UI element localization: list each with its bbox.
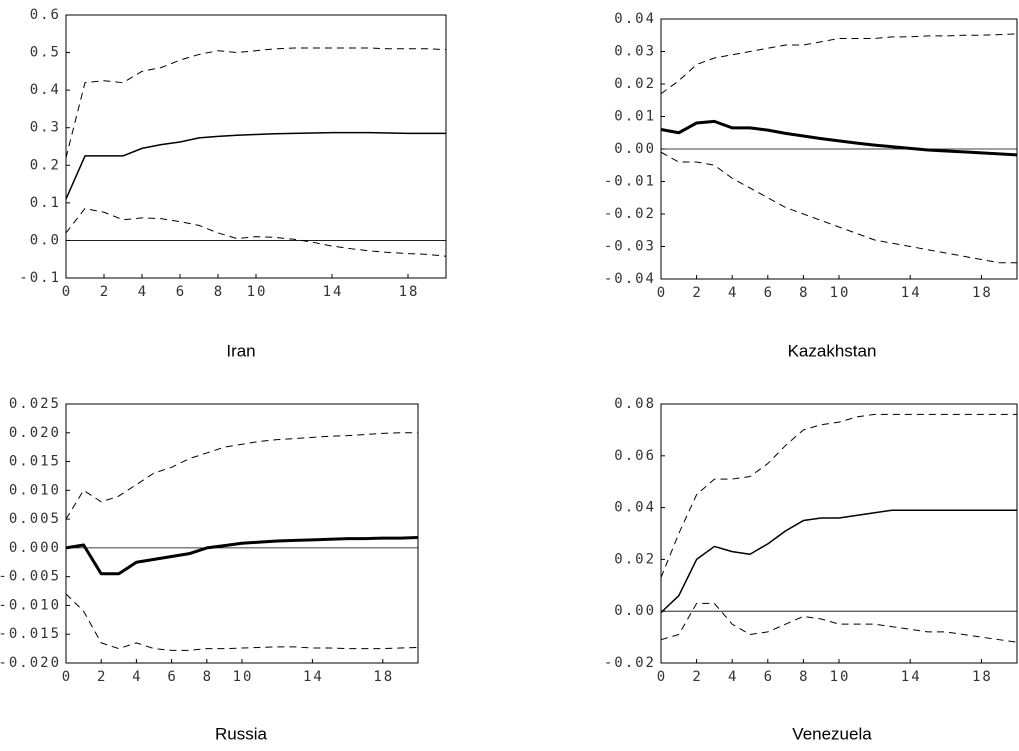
- y-tick-label: 0.6: [30, 7, 61, 23]
- x-tick-label: 8: [799, 669, 809, 685]
- x-tick-label: 10: [247, 284, 268, 300]
- panel-title: Iran: [226, 341, 255, 360]
- y-tick-label: 0.5: [30, 45, 61, 61]
- x-tick-label: 4: [728, 285, 738, 301]
- y-tick-label: -0.02: [604, 655, 656, 671]
- x-tick-label: 0: [657, 285, 667, 301]
- y-tick-label: 0.0: [30, 232, 61, 248]
- panel: 0.025 0.020 0.015 0.010 0.005 0.000 -0.005 -0.0…: [0, 396, 419, 743]
- x-tick-label: 6: [167, 669, 177, 685]
- y-tick-label: -0.005: [0, 569, 61, 585]
- y-tick-label: 0.02: [614, 551, 656, 567]
- x-tick-label: 6: [764, 669, 774, 685]
- x-tick-label: 10: [233, 669, 254, 685]
- x-tick-label: 14: [303, 669, 324, 685]
- plot-frame: [660, 403, 1018, 664]
- y-tick-label: 0.020: [9, 425, 61, 441]
- y-tick-label: -0.010: [0, 597, 61, 613]
- x-tick-label: 2: [97, 669, 107, 685]
- y-tick-label: 0.4: [30, 82, 61, 98]
- panel: 0.6 0.5 0.4 0.3 0.2 0.1 0.0 -0.10 2 4 6 8 10 14 18 Iran: [19, 7, 447, 360]
- panel-title: Kazakhstan: [788, 341, 877, 360]
- y-tick-label: -0.02: [604, 206, 656, 222]
- y-tick-label: 0.04: [614, 500, 656, 516]
- x-tick-label: 18: [972, 669, 993, 685]
- y-tick-label: 0.01: [614, 109, 656, 125]
- x-tick-label: 8: [214, 284, 224, 300]
- x-tick-label: 14: [901, 669, 922, 685]
- band-line: [65, 207, 447, 257]
- x-tick-label: 2: [692, 285, 702, 301]
- y-tick-label: 0.005: [9, 511, 61, 527]
- x-tick-label: 0: [62, 284, 72, 300]
- panel-title: Venezuela: [792, 724, 872, 743]
- y-tick-label: 0.3: [30, 120, 61, 136]
- band-line: [660, 602, 1018, 643]
- x-tick-label: 18: [399, 284, 420, 300]
- x-tick-label: 14: [901, 285, 922, 301]
- panel-title: Russia: [215, 724, 268, 743]
- y-tick-label: 0.03: [614, 44, 656, 60]
- y-tick-label: 0.025: [9, 396, 61, 412]
- band-line: [660, 33, 1018, 95]
- x-tick-label: 6: [176, 284, 186, 300]
- y-tick-label: 0.08: [614, 396, 656, 412]
- y-tick-label: 0.1: [30, 195, 61, 211]
- y-tick-label: -0.04: [604, 271, 656, 287]
- band-line: [65, 47, 447, 158]
- y-tick-label: 0.00: [614, 603, 656, 619]
- y-tick-label: 0.010: [9, 482, 61, 498]
- x-tick-label: 2: [692, 669, 702, 685]
- x-tick-label: 18: [972, 285, 993, 301]
- x-tick-label: 4: [728, 669, 738, 685]
- x-tick-label: 4: [132, 669, 142, 685]
- x-tick-label: 18: [373, 669, 394, 685]
- x-tick-label: 14: [323, 284, 344, 300]
- band-line: [65, 593, 419, 651]
- x-tick-label: 2: [100, 284, 110, 300]
- y-tick-label: 0.2: [30, 157, 61, 173]
- x-tick-label: 8: [203, 669, 213, 685]
- y-tick-label: 0.015: [9, 454, 61, 470]
- y-tick-label: 0.00: [614, 141, 656, 157]
- y-tick-label: -0.03: [604, 239, 656, 255]
- y-tick-label: 0.000: [9, 540, 61, 556]
- response-line: [65, 131, 446, 200]
- y-tick-label: -0.020: [0, 655, 61, 671]
- response-line: [65, 536, 419, 576]
- x-tick-label: 10: [830, 285, 851, 301]
- panel: 0.08 0.06 0.04 0.02 0.00 -0.020 2 4 6 8 10 14 18 Vene…: [604, 396, 1018, 743]
- response-line: [660, 119, 1018, 157]
- band-line: [65, 432, 418, 520]
- band-line: [660, 413, 1017, 578]
- panel: 0.04 0.03 0.02 0.01 0.00 -0.01 -0.02 -0.03 -0.04…: [604, 11, 1018, 360]
- plot-frame: [65, 14, 447, 279]
- band-line: [660, 151, 1017, 264]
- y-tick-label: -0.1: [19, 270, 61, 286]
- y-tick-label: 0.04: [614, 11, 656, 27]
- y-tick-label: 0.02: [614, 76, 656, 92]
- y-tick-label: -0.015: [0, 626, 61, 642]
- y-tick-label: -0.01: [604, 174, 656, 190]
- x-tick-label: 0: [657, 669, 667, 685]
- x-tick-label: 8: [799, 285, 809, 301]
- x-tick-label: 0: [62, 669, 72, 685]
- x-tick-label: 4: [138, 284, 148, 300]
- y-tick-label: 0.06: [614, 448, 656, 464]
- response-line: [660, 509, 1017, 614]
- plot-frame: [65, 403, 419, 664]
- x-tick-label: 10: [830, 669, 851, 685]
- x-tick-label: 6: [764, 285, 774, 301]
